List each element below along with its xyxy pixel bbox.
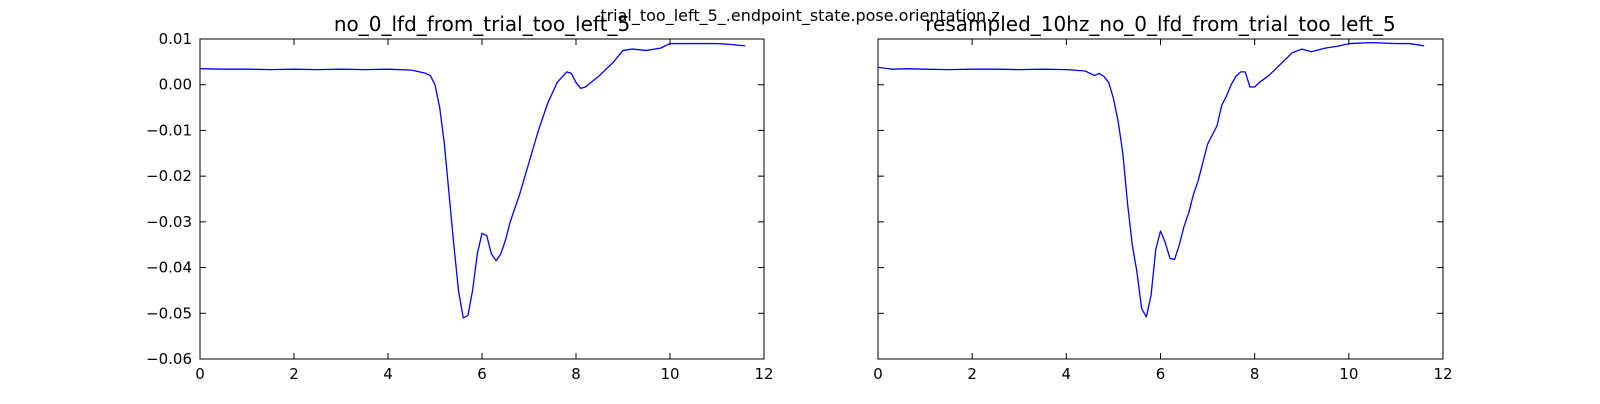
chart-1-xtick-label: 2 [967,365,977,383]
chart-1-series-line [877,42,1425,318]
chart-0-ytick-label: −0.01 [146,121,192,139]
chart-0-ytick-label: −0.02 [146,167,192,185]
chart-1-xtick-label: 0 [873,365,883,383]
chart-0-ytick-label: 0.01 [159,30,192,48]
chart-1-xtick-label: 6 [1156,365,1166,383]
chart-0-ytick-label: 0.00 [159,76,192,94]
chart-0-xtick-label: 0 [195,365,205,383]
chart-1-xtick-label: 12 [1433,365,1452,383]
chart-1-xtick-label: 10 [1339,365,1358,383]
chart-1-xtick-label: 8 [1250,365,1260,383]
chart-0-title: no_0_lfd_from_trial_too_left_5 [334,12,630,36]
chart-0-xtick-label: 6 [477,365,487,383]
chart-0-series-line [199,42,746,319]
chart-1-title: resampled_10hz_no_0_lfd_from_trial_too_l… [925,12,1395,36]
chart-0-xtick-label: 8 [571,365,581,383]
chart-1-xtick-label: 4 [1062,365,1072,383]
chart-0-ytick-label: −0.05 [146,304,192,322]
chart-0-xtick-label: 10 [660,365,679,383]
chart-0-xtick-label: 4 [383,365,393,383]
chart-0-ytick-label: −0.06 [146,350,192,368]
figure-suptitle: trial_too_left_5_.endpoint_state.pose.or… [600,6,999,26]
chart-0-ytick-label: −0.03 [146,213,192,231]
chart-0-ytick-label: −0.04 [146,259,192,277]
chart-0-xtick-label: 2 [289,365,299,383]
chart-0-xtick-label: 12 [754,365,773,383]
